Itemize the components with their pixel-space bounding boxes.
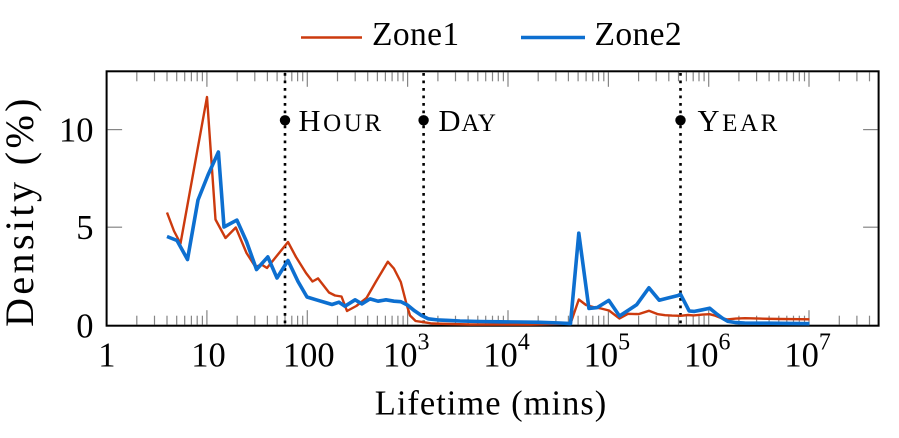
svg-text:10: 10 — [191, 336, 226, 374]
svg-text:5: 5 — [76, 209, 93, 247]
svg-text:YEAR: YEAR — [698, 104, 780, 138]
svg-text:Zone1: Zone1 — [372, 16, 460, 53]
svg-text:103: 103 — [383, 329, 430, 374]
svg-text:106: 106 — [684, 329, 731, 374]
svg-text:DAY: DAY — [439, 104, 497, 138]
svg-text:107: 107 — [784, 329, 831, 374]
svg-text:HOUR: HOUR — [299, 104, 384, 138]
svg-text:Zone2: Zone2 — [595, 16, 683, 53]
svg-text:105: 105 — [584, 329, 631, 374]
svg-text:104: 104 — [483, 329, 530, 374]
svg-text:Density (%): Density (%) — [0, 95, 42, 327]
svg-text:10: 10 — [59, 111, 94, 149]
svg-text:100: 100 — [283, 336, 335, 374]
svg-text:1: 1 — [98, 336, 115, 374]
svg-text:0: 0 — [76, 308, 93, 346]
svg-text:Lifetime (mins): Lifetime (mins) — [375, 384, 607, 422]
